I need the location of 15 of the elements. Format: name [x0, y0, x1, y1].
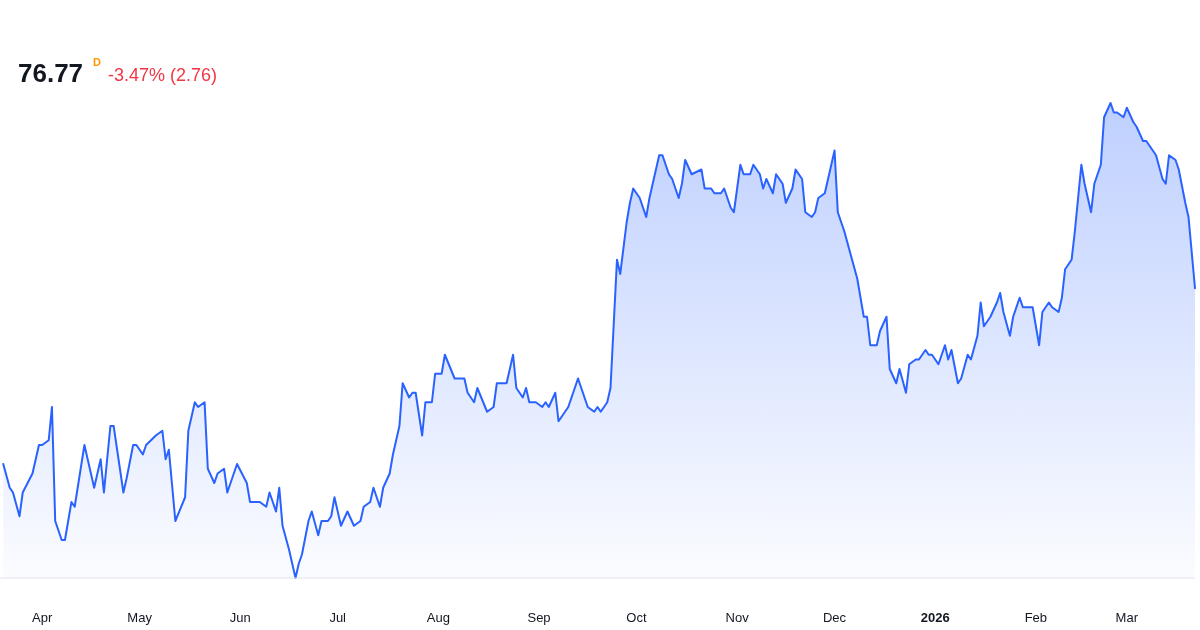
x-tick-label: 2026	[920, 610, 950, 625]
x-tick-label: Apr	[32, 610, 53, 625]
chart-title: 76.77	[18, 58, 84, 88]
x-tick-label: May	[127, 610, 153, 625]
x-tick-label: Feb	[1024, 610, 1048, 625]
x-tick-label: Nov	[725, 610, 750, 625]
x-tick-label: Jun	[229, 610, 251, 625]
x-tick-label: Sep	[527, 610, 551, 625]
text: D	[93, 56, 101, 68]
x-tick-label: Mar	[1115, 610, 1139, 625]
x-tick-label: Aug	[426, 610, 450, 625]
chart-subtitle: -3.47% (2.76)	[108, 65, 218, 85]
x-tick-label: Jul	[329, 610, 347, 625]
x-tick-label: Dec	[822, 610, 847, 625]
x-tick-label: Oct	[626, 610, 647, 625]
